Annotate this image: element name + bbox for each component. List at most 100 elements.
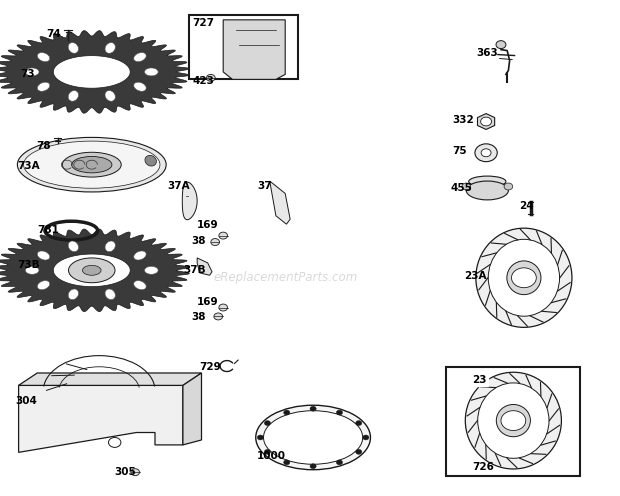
Circle shape bbox=[462, 183, 471, 190]
Text: 727: 727 bbox=[192, 18, 214, 28]
Circle shape bbox=[257, 435, 264, 440]
Circle shape bbox=[219, 304, 228, 311]
Circle shape bbox=[206, 74, 215, 81]
Circle shape bbox=[481, 149, 491, 157]
Ellipse shape bbox=[134, 281, 146, 290]
Ellipse shape bbox=[105, 91, 115, 101]
Ellipse shape bbox=[68, 258, 115, 283]
Ellipse shape bbox=[37, 53, 50, 62]
Ellipse shape bbox=[24, 141, 160, 188]
Circle shape bbox=[283, 410, 290, 415]
Circle shape bbox=[211, 239, 219, 246]
Circle shape bbox=[363, 435, 369, 440]
Ellipse shape bbox=[465, 372, 562, 469]
Text: 73B: 73B bbox=[17, 260, 40, 270]
Circle shape bbox=[310, 464, 316, 469]
Text: 332: 332 bbox=[453, 115, 474, 125]
Text: 75: 75 bbox=[453, 146, 467, 156]
Circle shape bbox=[504, 183, 513, 190]
Text: 73A: 73A bbox=[17, 161, 40, 171]
Text: 729: 729 bbox=[200, 362, 221, 372]
Ellipse shape bbox=[478, 383, 549, 458]
Text: 78: 78 bbox=[36, 141, 51, 151]
Text: 23A: 23A bbox=[464, 271, 486, 281]
Text: 423: 423 bbox=[192, 76, 214, 86]
Ellipse shape bbox=[145, 155, 156, 166]
Polygon shape bbox=[477, 114, 495, 129]
Circle shape bbox=[214, 313, 223, 320]
Ellipse shape bbox=[144, 266, 158, 274]
Text: 37B: 37B bbox=[183, 265, 205, 275]
Bar bbox=[446, 367, 580, 476]
Text: 169: 169 bbox=[197, 297, 219, 307]
Text: 305: 305 bbox=[115, 467, 136, 477]
Text: 74: 74 bbox=[46, 29, 61, 39]
Polygon shape bbox=[19, 385, 183, 452]
Ellipse shape bbox=[17, 137, 166, 192]
Ellipse shape bbox=[507, 261, 541, 295]
Text: 38: 38 bbox=[191, 312, 205, 322]
Text: 726: 726 bbox=[472, 462, 494, 472]
Ellipse shape bbox=[68, 91, 79, 101]
Circle shape bbox=[264, 449, 270, 454]
Circle shape bbox=[336, 410, 342, 415]
Circle shape bbox=[131, 469, 140, 476]
Ellipse shape bbox=[144, 68, 158, 76]
Ellipse shape bbox=[37, 82, 50, 91]
Ellipse shape bbox=[466, 181, 508, 200]
Ellipse shape bbox=[105, 241, 115, 251]
Circle shape bbox=[108, 437, 121, 447]
Circle shape bbox=[310, 406, 316, 411]
Text: 169: 169 bbox=[197, 220, 219, 230]
Polygon shape bbox=[19, 373, 202, 385]
Circle shape bbox=[356, 449, 362, 454]
Polygon shape bbox=[270, 181, 290, 224]
Circle shape bbox=[283, 460, 290, 465]
Ellipse shape bbox=[71, 156, 112, 173]
Ellipse shape bbox=[37, 251, 50, 260]
Text: 73: 73 bbox=[20, 69, 35, 79]
Circle shape bbox=[264, 421, 270, 426]
Circle shape bbox=[496, 41, 506, 49]
Ellipse shape bbox=[134, 53, 146, 62]
Ellipse shape bbox=[62, 152, 121, 177]
Ellipse shape bbox=[489, 240, 559, 316]
Polygon shape bbox=[223, 20, 285, 79]
Text: 23: 23 bbox=[472, 375, 487, 385]
Text: 24: 24 bbox=[520, 201, 534, 211]
Ellipse shape bbox=[469, 176, 506, 187]
Text: 38: 38 bbox=[191, 236, 205, 246]
Ellipse shape bbox=[134, 82, 146, 91]
Bar bbox=[189, 15, 298, 79]
Ellipse shape bbox=[68, 43, 79, 53]
Ellipse shape bbox=[256, 405, 371, 470]
Ellipse shape bbox=[264, 411, 363, 464]
Text: eReplacementParts.com: eReplacementParts.com bbox=[213, 271, 357, 284]
Ellipse shape bbox=[105, 289, 115, 300]
Circle shape bbox=[219, 232, 228, 239]
Ellipse shape bbox=[476, 228, 572, 327]
Text: 781: 781 bbox=[37, 225, 59, 235]
Text: 1000: 1000 bbox=[257, 451, 286, 461]
Circle shape bbox=[336, 460, 342, 465]
Polygon shape bbox=[183, 373, 202, 445]
Ellipse shape bbox=[37, 281, 50, 290]
Ellipse shape bbox=[68, 241, 79, 251]
Circle shape bbox=[480, 117, 492, 126]
Ellipse shape bbox=[134, 251, 146, 260]
Ellipse shape bbox=[82, 265, 101, 275]
Ellipse shape bbox=[25, 266, 39, 274]
Text: 455: 455 bbox=[450, 184, 472, 193]
Ellipse shape bbox=[68, 289, 79, 300]
Circle shape bbox=[512, 268, 536, 288]
Circle shape bbox=[356, 421, 362, 426]
PathPatch shape bbox=[0, 31, 190, 113]
Ellipse shape bbox=[496, 405, 530, 437]
Circle shape bbox=[501, 411, 526, 431]
Ellipse shape bbox=[105, 43, 115, 53]
Circle shape bbox=[475, 144, 497, 162]
Text: 37A: 37A bbox=[167, 182, 190, 191]
Text: 304: 304 bbox=[16, 396, 37, 406]
Text: 363: 363 bbox=[476, 48, 498, 58]
Text: 37: 37 bbox=[257, 182, 272, 191]
